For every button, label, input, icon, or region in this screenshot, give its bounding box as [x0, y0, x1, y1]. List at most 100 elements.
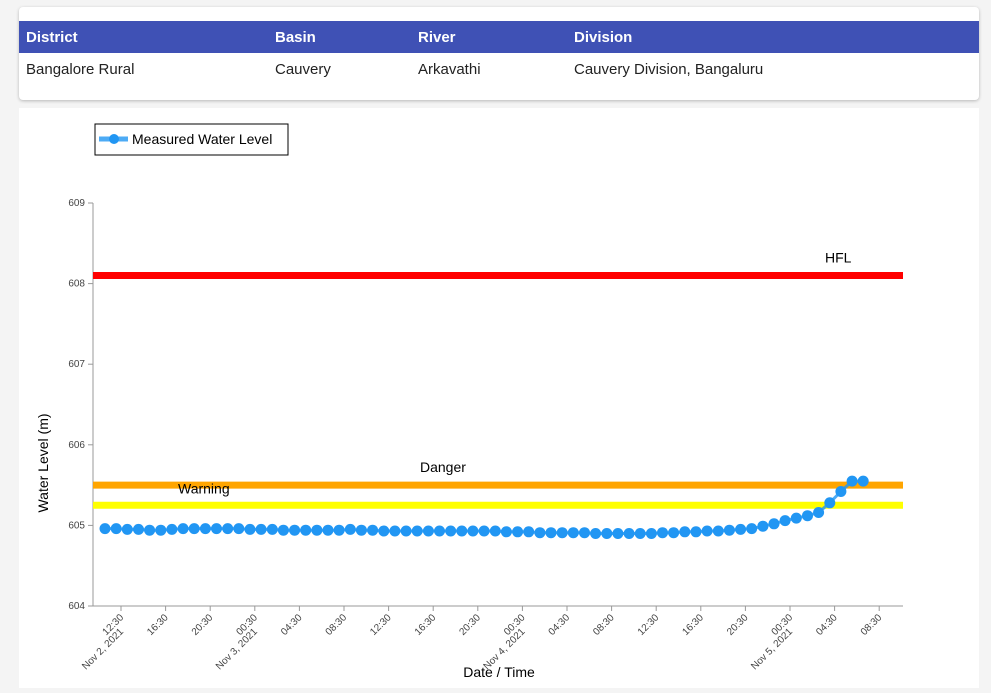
x-tick-label: 08:30	[324, 612, 350, 638]
data-point	[779, 515, 791, 527]
threshold-lines: HFL Danger Warning	[93, 250, 903, 509]
x-tick-label: 16:30	[413, 612, 439, 638]
data-point	[723, 524, 735, 536]
x-tick-label: 08:30	[859, 612, 885, 638]
x-tick-label: 04:30	[814, 612, 840, 638]
data-point	[434, 525, 445, 537]
data-point	[266, 523, 278, 535]
data-point	[456, 525, 468, 537]
data-point	[790, 512, 802, 524]
table-row: Bangalore Rural Cauvery Arkavathi Cauver…	[19, 53, 979, 86]
header-river: River	[418, 21, 574, 53]
data-point	[567, 527, 579, 539]
data-point	[690, 526, 702, 538]
table-header-row: District Basin River Division	[19, 21, 979, 53]
data-point	[813, 507, 825, 518]
data-point	[166, 523, 178, 535]
x-tick-label: 12:30	[368, 612, 394, 638]
data-point	[333, 524, 345, 536]
data-point	[244, 523, 256, 535]
data-point	[668, 527, 680, 539]
data-point	[467, 525, 479, 537]
data-point	[155, 524, 167, 536]
data-point	[121, 523, 133, 535]
x-tick-label: 04:30	[279, 612, 305, 638]
data-point	[344, 523, 356, 535]
station-info-card: District Basin River Division Bangalore …	[19, 7, 979, 100]
data-point	[746, 523, 758, 535]
data-point	[110, 523, 122, 535]
data-point	[177, 523, 189, 535]
data-point	[634, 528, 646, 539]
data-point	[355, 524, 367, 536]
data-point	[857, 475, 869, 487]
data-point	[367, 524, 379, 536]
x-tick-label: 20:30	[725, 612, 751, 638]
data-point	[389, 525, 401, 537]
data-point	[757, 520, 769, 532]
data-point	[523, 526, 535, 538]
legend[interactable]: Measured Water Level	[94, 123, 289, 156]
data-point	[590, 528, 602, 539]
data-point	[311, 524, 323, 536]
y-axis-title: Water Level (m)	[35, 413, 51, 512]
x-tick-label: 16:30	[145, 612, 171, 638]
data-point	[645, 528, 657, 539]
data-point	[534, 527, 546, 539]
data-point	[255, 523, 267, 535]
x-tick-label: 12:30	[636, 612, 662, 638]
y-tick-label: 606	[68, 440, 85, 451]
data-point	[199, 523, 211, 535]
data-point	[445, 525, 457, 537]
legend-label: Measured Water Level	[132, 131, 272, 147]
warning-label: Warning	[178, 480, 230, 496]
y-tick-label: 604	[68, 601, 85, 612]
data-point	[133, 523, 144, 535]
data-point	[300, 524, 312, 536]
x-tick-label: 20:30	[190, 612, 216, 638]
data-point	[735, 523, 747, 535]
data-point	[556, 527, 568, 539]
cell-district: Bangalore Rural	[26, 61, 135, 78]
hfl-label: HFL	[825, 250, 852, 266]
data-point	[400, 525, 412, 537]
y-tick-label: 609	[68, 198, 85, 209]
y-tick-label: 608	[68, 279, 85, 290]
data-point	[601, 528, 613, 539]
data-point	[623, 528, 635, 539]
x-tick-label: 08:30	[591, 612, 617, 638]
data-point	[500, 526, 512, 538]
header-division: Division	[574, 21, 979, 53]
data-point	[846, 475, 858, 487]
cell-division: Cauvery Division, Bangaluru	[574, 61, 764, 78]
legend-marker	[109, 134, 119, 144]
data-point	[701, 525, 713, 537]
data-point	[478, 525, 490, 537]
y-tick-label: 607	[68, 359, 85, 370]
data-point	[144, 524, 156, 536]
data-point	[233, 523, 245, 535]
data-point	[489, 525, 501, 537]
data-point	[802, 510, 813, 522]
data-point	[712, 525, 724, 537]
series-measured-water-level	[99, 475, 869, 539]
data-point	[512, 526, 524, 538]
data-point	[222, 523, 234, 535]
danger-label: Danger	[420, 459, 466, 475]
header-district: District	[19, 21, 275, 53]
data-point	[422, 525, 434, 537]
data-point	[99, 523, 111, 535]
data-point	[322, 524, 334, 536]
cell-basin: Cauvery	[275, 61, 331, 78]
data-point	[768, 518, 780, 530]
data-point	[612, 528, 624, 539]
station-info-table: District Basin River Division Bangalore …	[19, 21, 979, 86]
data-point	[579, 527, 590, 539]
header-basin: Basin	[275, 21, 418, 53]
chart-card: Measured Water Level 604 605 606 607 608 609 …	[19, 108, 979, 688]
water-level-chart: Measured Water Level 604605606607608609 …	[35, 123, 903, 680]
data-point	[289, 524, 301, 536]
data-point	[411, 525, 423, 537]
data-point	[679, 526, 691, 538]
x-tick-label: 16:30	[680, 612, 706, 638]
